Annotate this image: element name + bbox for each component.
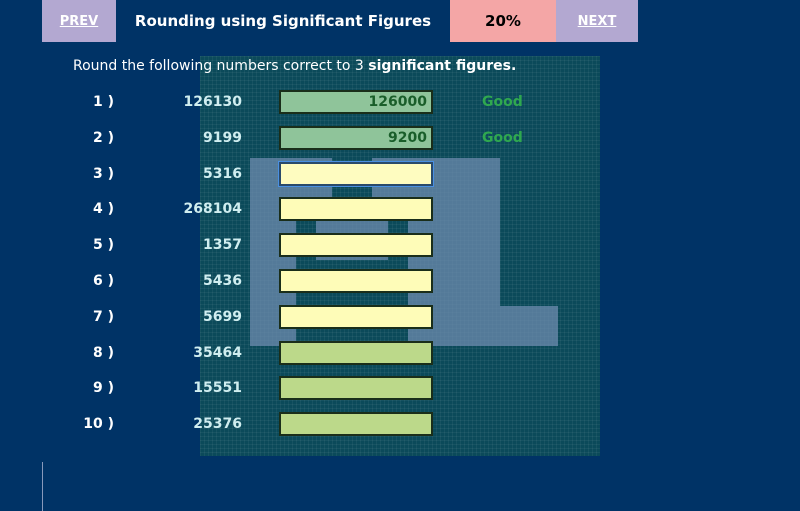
question-row: 2 ) 9199 Good [0, 125, 800, 150]
feedback-label: Good [482, 129, 523, 146]
next-button[interactable]: NEXT [556, 0, 638, 42]
question-number: 2 ) [92, 129, 114, 146]
question-value: 35464 [193, 344, 242, 361]
question-number: 5 ) [92, 237, 114, 254]
question-value: 25376 [193, 416, 242, 433]
page-title: Rounding using Significant Figures [134, 12, 432, 30]
question-row: 8 ) 35464 [0, 340, 800, 365]
question-row: 5 ) 1357 [0, 233, 800, 258]
question-value: 5316 [203, 165, 242, 182]
score-badge: 20% [450, 0, 556, 42]
answer-input[interactable] [279, 412, 433, 437]
question-row: 7 ) 5699 [0, 304, 800, 329]
question-value: 268104 [183, 201, 242, 218]
question-value: 9199 [203, 129, 242, 146]
question-value: 5699 [203, 308, 242, 325]
question-value: 1357 [203, 237, 242, 254]
question-number: 4 ) [92, 201, 114, 218]
instructions-text: Round the following numbers correct to 3… [73, 58, 517, 74]
divider-line [42, 462, 43, 511]
answer-input[interactable] [278, 160, 434, 187]
prev-button[interactable]: PREV [42, 0, 116, 42]
question-number: 1 ) [92, 94, 114, 110]
question-row: 6 ) 5436 [0, 269, 800, 293]
question-row: 1 ) 126130 Good [0, 90, 800, 114]
question-row: 9 ) 15551 [0, 376, 800, 401]
question-value: 15551 [193, 380, 242, 397]
answer-input[interactable] [279, 304, 433, 329]
question-number: 3 ) [92, 165, 114, 182]
question-number: 9 ) [92, 380, 114, 397]
answer-input[interactable] [279, 340, 433, 365]
top-nav-bar: PREV Rounding using Significant Figures … [0, 0, 800, 42]
question-number: 7 ) [92, 308, 114, 325]
answer-input[interactable] [279, 269, 433, 293]
question-value: 5436 [203, 273, 242, 289]
question-number: 8 ) [92, 344, 114, 361]
answer-input[interactable] [279, 197, 433, 222]
answer-input[interactable] [279, 125, 433, 150]
question-number: 6 ) [92, 273, 114, 289]
answer-input[interactable] [279, 90, 433, 114]
answer-input[interactable] [279, 233, 433, 258]
question-value: 126130 [183, 94, 242, 110]
question-row: 4 ) 268104 [0, 197, 800, 222]
feedback-label: Good [482, 94, 523, 110]
question-number: 10 ) [83, 416, 114, 433]
answer-input[interactable] [279, 376, 433, 401]
question-row: 10 ) 25376 [0, 412, 800, 437]
question-row: 3 ) 5316 [0, 160, 800, 187]
